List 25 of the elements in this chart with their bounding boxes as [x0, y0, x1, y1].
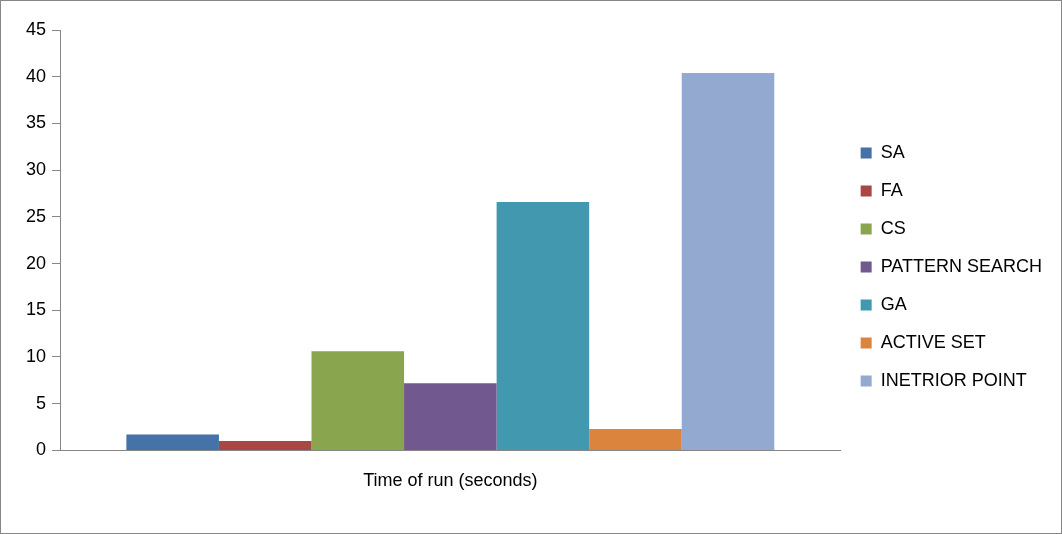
y-tick-label: 10	[25, 345, 47, 366]
y-tick-label: 45	[25, 18, 47, 39]
legend-label: SA	[880, 141, 905, 162]
y-tick-label: 30	[25, 159, 47, 180]
legend-label: FA	[880, 179, 903, 200]
bar	[311, 351, 405, 450]
y-tick-label: 20	[25, 252, 47, 273]
y-tick-label: 25	[25, 205, 47, 226]
y-tick-label: 0	[36, 439, 47, 460]
bar	[126, 434, 219, 450]
y-tick-label: 15	[25, 299, 47, 320]
bar	[496, 201, 590, 450]
legend-label: CS	[880, 217, 906, 238]
y-tick-label: 5	[36, 392, 47, 413]
bar	[218, 441, 312, 450]
legend-label: PATTERN SEARCH	[880, 255, 1043, 276]
bar	[681, 72, 775, 450]
bar	[404, 383, 497, 450]
legend-label: ACTIVE SET	[880, 331, 986, 352]
y-tick-label: 35	[25, 112, 47, 133]
legend-label: GA	[880, 293, 907, 314]
legend-label: INETRIOR POINT	[880, 369, 1027, 390]
x-tick-label: Time of run (seconds)	[363, 470, 538, 491]
bar	[589, 428, 682, 450]
y-tick-label: 40	[25, 65, 47, 86]
